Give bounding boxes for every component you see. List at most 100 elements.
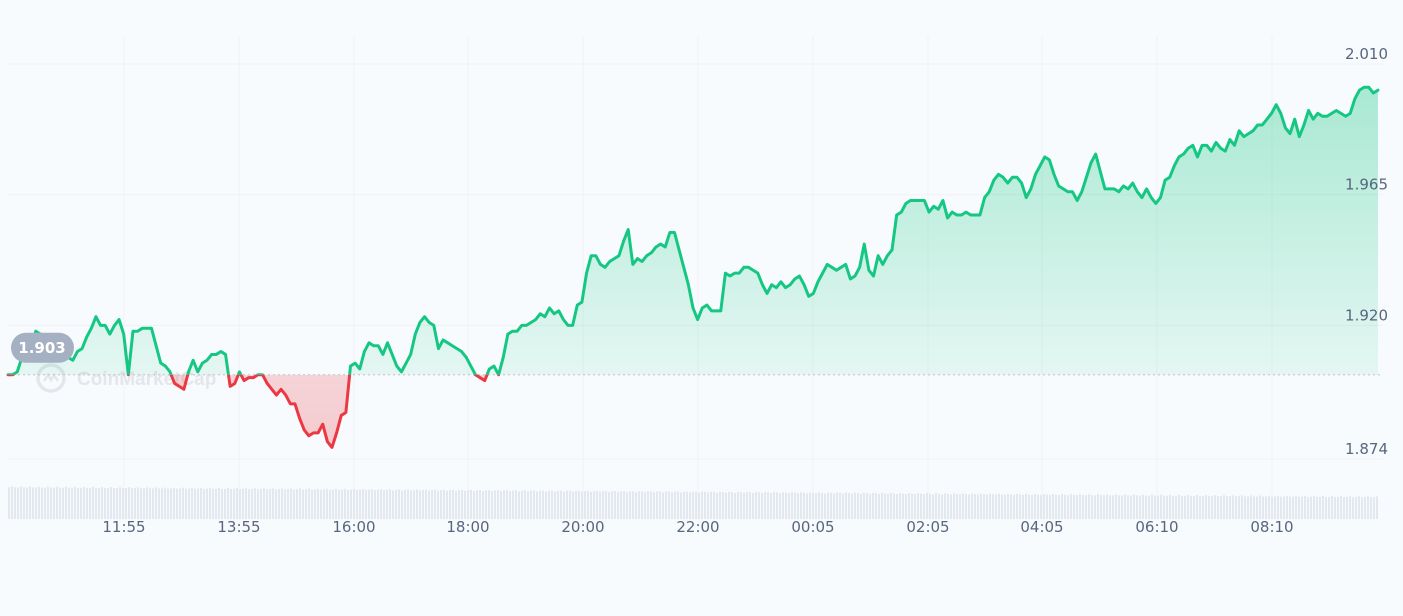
- volume-bar: [341, 489, 343, 519]
- volume-bar: [1025, 493, 1027, 519]
- volume-bar: [980, 493, 982, 519]
- volume-bar: [302, 489, 304, 519]
- volume-bar: [1190, 495, 1192, 519]
- volume-bar: [716, 492, 718, 519]
- x-tick-label: 08:10: [1250, 518, 1293, 536]
- y-tick-label: 1.965: [1345, 176, 1388, 194]
- volume-bar: [569, 490, 571, 519]
- volume-bar: [449, 490, 451, 519]
- volume-bar: [557, 490, 559, 519]
- volume-bar: [656, 491, 658, 519]
- volume-bar: [1046, 494, 1048, 519]
- volume-bar: [890, 492, 892, 519]
- volume-bar: [1067, 495, 1069, 519]
- volume-bar: [1100, 495, 1102, 519]
- volume-bar: [752, 493, 754, 519]
- volume-bar: [278, 489, 280, 519]
- volume-bar: [227, 488, 229, 519]
- volume-bar: [479, 489, 481, 519]
- volume-bar: [128, 487, 130, 519]
- volume-bar: [1259, 495, 1261, 519]
- volume-bar: [209, 487, 211, 519]
- volume-bar: [320, 489, 322, 519]
- volume-bar: [950, 494, 952, 519]
- volume-bar: [962, 493, 964, 519]
- volume-bar: [470, 489, 472, 519]
- volume-bar: [440, 490, 442, 519]
- volume-bar: [542, 490, 544, 519]
- volume-bar: [644, 492, 646, 519]
- volume-bar: [992, 494, 994, 519]
- volume-bar: [632, 491, 634, 519]
- volume-bar: [1244, 496, 1246, 519]
- volume-bar: [1298, 496, 1300, 519]
- volume-bar: [113, 488, 115, 519]
- area-below-reference: [171, 374, 488, 448]
- volume-bar: [281, 488, 283, 519]
- volume-bar: [977, 494, 979, 519]
- volume-bar: [566, 490, 568, 519]
- volume-bar: [878, 493, 880, 519]
- volume-bar: [563, 491, 565, 519]
- volume-bar: [1004, 494, 1006, 519]
- volume-bar: [80, 487, 82, 519]
- volume-bar: [155, 487, 157, 519]
- volume-bar: [311, 489, 313, 519]
- volume-bar: [56, 486, 58, 519]
- volume-bar: [1181, 495, 1183, 519]
- volume-bar: [146, 487, 148, 519]
- price-line: [6, 85, 1380, 449]
- volume-bar: [434, 489, 436, 519]
- volume-bar: [308, 488, 310, 519]
- volume-bar: [593, 491, 595, 519]
- volume-bar: [1250, 495, 1252, 519]
- volume-bar: [473, 490, 475, 519]
- volume-bar: [893, 493, 895, 519]
- x-tick-label: 18:00: [446, 518, 489, 536]
- volume-bar: [581, 491, 583, 519]
- volume-bar: [1241, 495, 1243, 519]
- volume-bar: [143, 488, 145, 519]
- volume-bar: [404, 489, 406, 519]
- volume-bar: [1172, 495, 1174, 519]
- volume-bar: [1328, 496, 1330, 519]
- volume-bar: [1307, 496, 1309, 519]
- volume-bar: [377, 489, 379, 519]
- volume-bar: [920, 493, 922, 519]
- volume-bar: [284, 489, 286, 519]
- volume-bar: [1121, 495, 1123, 519]
- volume-bar: [1355, 496, 1357, 519]
- volume-bar: [131, 488, 133, 519]
- x-tick-label: 22:00: [676, 518, 719, 536]
- volume-bar: [1034, 493, 1036, 519]
- volume-bar: [395, 489, 397, 519]
- volume-bar: [797, 493, 799, 519]
- volume-bar: [917, 493, 919, 519]
- volume-bar: [347, 489, 349, 519]
- volume-bar: [98, 487, 100, 519]
- volume-bar: [452, 489, 454, 519]
- volume-bar: [494, 490, 496, 519]
- volume-bar: [1013, 494, 1015, 519]
- volume-bar: [38, 486, 40, 519]
- volume-bar: [1016, 493, 1018, 519]
- volume-bar: [1364, 497, 1366, 519]
- volume-bar: [1139, 495, 1141, 519]
- volume-bar: [755, 492, 757, 519]
- volume-bar: [329, 489, 331, 519]
- volume-bar: [83, 486, 85, 519]
- volume-bar: [1079, 494, 1081, 519]
- volume-bar: [647, 491, 649, 519]
- volume-bar: [89, 487, 91, 519]
- volume-bar: [491, 491, 493, 519]
- volume-bar: [1091, 495, 1093, 519]
- volume-bar: [986, 494, 988, 519]
- volume-bar: [794, 492, 796, 519]
- volume-bar: [1334, 497, 1336, 519]
- volume-bar: [713, 491, 715, 519]
- volume-bar: [983, 494, 985, 519]
- volume-bar: [503, 490, 505, 519]
- volume-bar: [1226, 496, 1228, 519]
- volume-bar: [77, 487, 79, 519]
